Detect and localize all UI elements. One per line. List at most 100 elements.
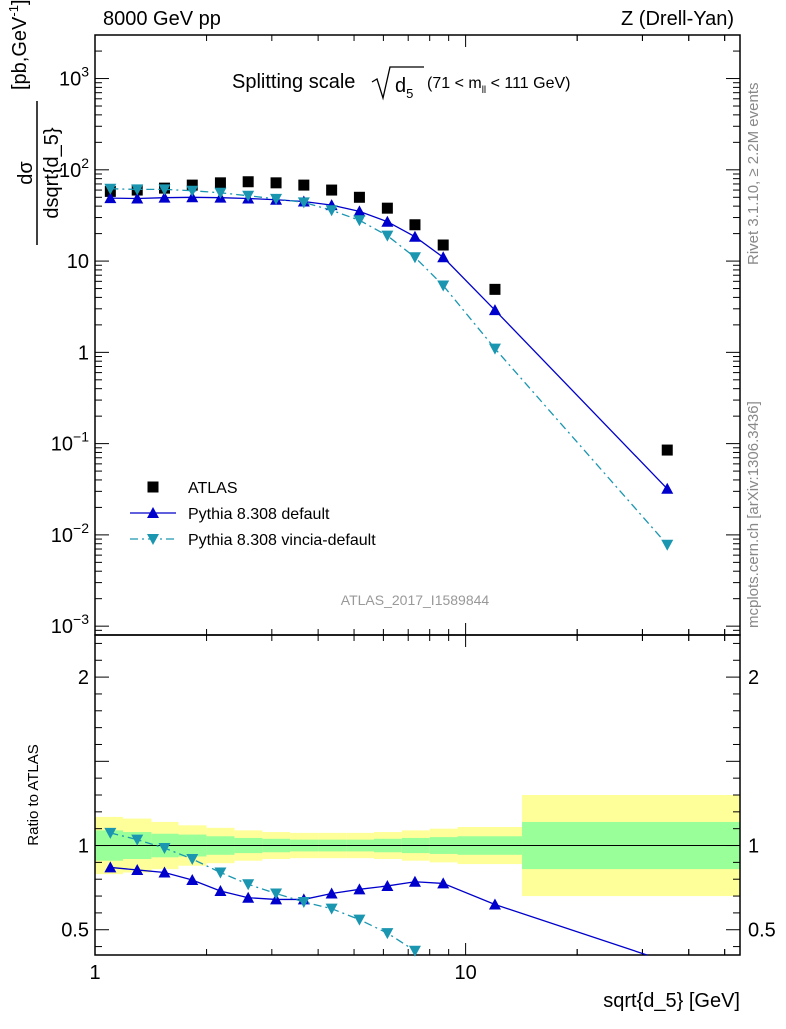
main-data-point [298,179,310,191]
ratio-data-point [408,945,421,957]
main-data-point [353,191,365,203]
ratio-data-point [437,877,450,889]
main-data-point [437,280,450,292]
main-data-point [381,230,394,242]
ratio-ytick-label-left: 0.5 [61,920,89,942]
header-left-label: 8000 GeV pp [103,8,221,30]
ratio-data-point [270,888,283,900]
ratio-data-point [325,887,338,899]
series-layer [104,176,674,957]
ratio-data-point [381,879,394,891]
main-ytick-label: 103 [59,64,89,91]
main-series-line [110,188,668,546]
main-ytick-label: 10−3 [51,611,89,638]
ratio-ytick-label-right: 1 [748,836,759,858]
main-ytick-label: 10−1 [51,429,89,456]
main-data-point [325,205,338,217]
analysis-watermark: ATLAS_2017_I1589844 [341,592,490,608]
ratio-ytick-label-right: 0.5 [748,920,776,942]
main-data-point [158,191,171,203]
main-data-point [297,197,310,209]
ratio-data-point [186,874,199,886]
legend-label: Pythia 8.308 default [188,506,330,523]
main-data-point [270,193,283,205]
ratio-data-point [158,843,171,855]
main-data-point [214,187,227,199]
main-data-point [661,539,674,551]
ratio-ytick-label-left: 2 [78,667,89,689]
y-label-numerator: dσ [15,161,37,185]
main-ytick-label: 1 [78,342,89,364]
main-data-point [186,185,199,197]
main-data-point [326,184,338,196]
title-range: (71 < mll < 111 GeV) [427,75,570,96]
ratio-data-point [408,875,421,887]
x-axis-label: sqrt{d_5} [GeV] [603,990,740,1012]
main-ytick-label: 102 [59,155,89,182]
ratio-data-point [325,903,338,915]
ratio-y-axis-label: Ratio to ATLAS [25,744,42,845]
ratio-data-point [158,866,171,878]
ratio-data-point [242,891,255,903]
main-data-point [437,239,449,251]
rivet-version-label: Rivet 3.1.10, ≥ 2.2M events [745,82,762,266]
ratio-data-point [381,928,394,940]
main-data-point [158,184,171,196]
main-data-point [489,283,501,295]
title-variable: d5 [395,75,413,101]
main-data-point [408,230,421,242]
main-data-point [242,176,254,188]
xtick-label: 10 [454,962,476,984]
ratio-data-point [242,879,255,891]
main-data-point [381,215,394,227]
ratio-data-point [353,914,366,926]
main-data-point [104,183,117,195]
y-label-denominator: dsqrt{d_5} [41,127,63,219]
main-data-point [661,444,673,456]
main-data-point [131,192,144,204]
ratio-data-point [488,898,501,910]
main-data-point [270,177,282,189]
main-data-point [131,184,144,196]
main-series-line [110,196,668,490]
y-label-units: [pb,GeV-1] [6,0,31,90]
ratio-data-point [131,863,144,875]
ratio-ytick-label-right: 2 [748,667,759,689]
main-ytick-label: 10−2 [51,520,89,547]
main-data-point [661,482,674,494]
main-data-point [488,343,501,355]
ratio-data-point [104,861,117,873]
legend-marker [147,507,159,518]
ratio-data-point [131,834,144,846]
main-data-point [408,252,421,264]
main-data-point [437,251,450,263]
main-data-point [353,215,366,227]
legend-marker [147,481,159,493]
main-data-point [353,205,366,217]
ratio-data-point [214,885,227,896]
xtick-label: 1 [89,962,100,984]
ratio-data-point [297,896,310,908]
axes [94,34,741,956]
ratio-data-point [353,883,366,895]
legend-label: ATLAS [188,480,238,497]
sqrt-sign [371,66,424,101]
main-data-point [242,190,255,202]
main-ytick-label: 10 [67,251,89,273]
ratio-data-point [186,854,199,865]
plot-title: Splitting scale [232,71,355,93]
legend-marker [147,534,159,545]
ratio-ytick-label-left: 1 [78,836,89,858]
ratio-data-point [214,867,227,879]
ratio-series-line [110,832,416,952]
mcplots-source-label: mcplots.cern.ch [arXiv:1306.3436] [745,401,762,628]
legend-label: Pythia 8.308 vincia-default [188,532,376,549]
main-data-point [409,219,421,231]
main-data-point [186,179,198,191]
main-data-point [488,304,501,316]
main-data-point [381,202,393,214]
header-right-label: Z (Drell-Yan) [621,8,734,30]
